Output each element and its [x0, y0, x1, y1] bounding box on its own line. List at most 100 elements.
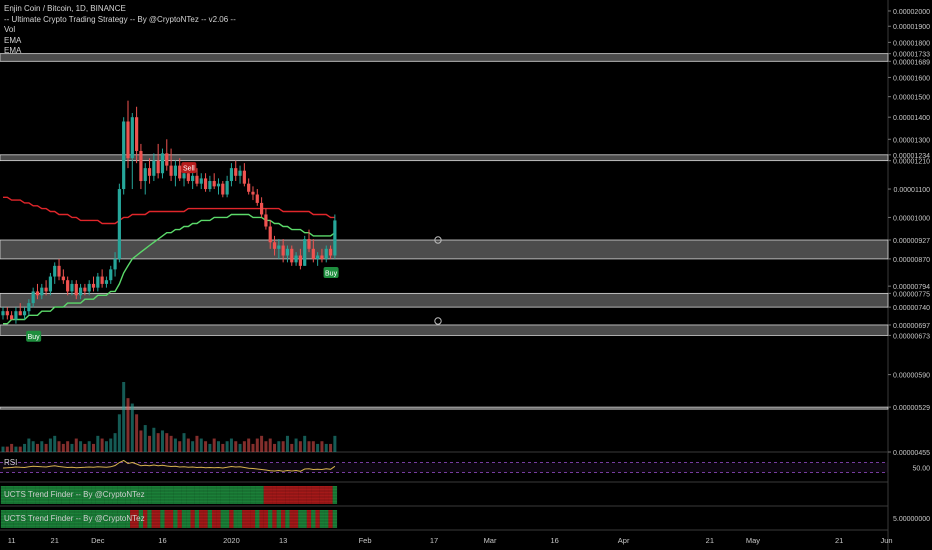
price-tick-label: 0.00000740 [893, 305, 930, 312]
volume-bar [113, 433, 117, 452]
ema-label-2[interactable]: EMA [4, 46, 22, 55]
volume-bar [238, 443, 242, 452]
signal-sell-label: Sell [183, 166, 195, 173]
candle-body [109, 269, 113, 281]
ucts-trend-2-cell [233, 510, 238, 528]
ucts-pane-label-1[interactable]: UCTS Trend Finder -- By @CryptoNTez [4, 490, 145, 499]
ucts-trend-1-cell [121, 486, 126, 504]
rsi-pane-label[interactable]: RSI [4, 458, 18, 467]
candle-body [277, 245, 281, 249]
candle-body [78, 287, 83, 296]
ucts-trend-1-cell [306, 486, 312, 504]
volume-bar [307, 441, 311, 452]
ucts-trend-2-cell [293, 510, 299, 528]
chart-legend: Enjin Coin / Bitcoin, 1D, BINANCE -- Ult… [4, 4, 236, 57]
ucts-trend-2-cell [26, 510, 32, 528]
volume-label[interactable]: Vol [4, 25, 16, 34]
price-tick-label: 0.00001234 [893, 153, 930, 160]
candle-body [178, 165, 182, 179]
signal-buy-label: Buy [325, 270, 338, 277]
candle-body [272, 242, 277, 249]
candle-body [122, 121, 126, 190]
ucts-trend-1-cell [315, 486, 320, 504]
volume-bar [329, 443, 333, 452]
ucts-trend-1-cell [233, 486, 238, 504]
symbol-title[interactable]: Enjin Coin / Bitcoin, 1D, BINANCE [4, 4, 126, 13]
candle-body [186, 173, 190, 182]
price-tick-label: 0.00000673 [893, 333, 930, 340]
price-tick-label: 0.00001733 [893, 52, 930, 59]
ucts-trend-1-cell [285, 486, 290, 504]
ucts-trend-2-cell [78, 510, 83, 528]
volume-bar [303, 435, 307, 452]
volume-bar [135, 414, 139, 452]
ucts-trend-2-cell [246, 510, 251, 528]
ucts-trend-2-cell [194, 510, 200, 528]
volume-bar [130, 403, 134, 452]
candle-body [333, 220, 337, 256]
time-tick-label: Feb [359, 536, 372, 545]
ucts-trend-1-cell [61, 486, 66, 504]
ucts-trend-1-cell [5, 486, 10, 504]
ucts-trend-2-cell [332, 510, 338, 528]
candle-body [191, 175, 195, 182]
ucts-trend-1-cell [22, 486, 27, 504]
ucts-trend-1-cell [250, 486, 256, 504]
ucts-trend-1-cell [280, 486, 286, 504]
volume-bar [74, 438, 78, 452]
candle-body [152, 160, 156, 176]
volume-bar [126, 398, 130, 452]
price-tick-label: 0.00000529 [893, 405, 930, 412]
candle-body [22, 311, 27, 316]
candle-body [74, 283, 78, 296]
ucts-pane-label-2[interactable]: UCTS Trend Finder -- By @CryptoNTez [4, 514, 145, 523]
candle-body [1, 311, 5, 316]
time-tick-label: 13 [279, 536, 287, 545]
candle-body [126, 121, 130, 159]
ucts-trend-2-cell [56, 510, 62, 528]
rsi-line [2, 459, 336, 472]
ucts-trend-2-cell [298, 510, 303, 528]
volume-bar [324, 443, 328, 452]
candle-body [5, 311, 9, 316]
ucts-trend-2-cell [306, 510, 312, 528]
ucts-trend-1-cell [181, 486, 187, 504]
strategy-label[interactable]: -- Ultimate Crypto Trading Strategy -- B… [4, 14, 236, 24]
ucts-trend-1-cell [229, 486, 234, 504]
ucts-trend-1-cell [9, 486, 14, 504]
ucts-trend-1-cell [82, 486, 88, 504]
volume-bar [217, 441, 220, 452]
ucts-trend-2-cell [91, 510, 96, 528]
candle-body [324, 248, 328, 259]
ucts-trend-2-cell [289, 510, 294, 528]
ema-label-1[interactable]: EMA [4, 35, 22, 45]
ucts-trend-1-cell [39, 486, 44, 504]
ucts-trend-2-cell [5, 510, 10, 528]
ucts-trend-1-cell [272, 486, 277, 504]
ucts-trend-2-cell [164, 510, 169, 528]
candle-body [87, 283, 91, 292]
ucts-trend-1-cell [35, 486, 40, 504]
candle-body [117, 189, 121, 259]
volume-bar [247, 438, 251, 452]
ucts-trend-2-cell [48, 510, 53, 528]
volume-bar [277, 441, 281, 452]
ucts-trend-1-cell [293, 486, 299, 504]
ucts-trend-1-cell [168, 486, 174, 504]
ucts-trend-2-cell [130, 510, 135, 528]
price-tick-label: 0.00000870 [893, 257, 930, 264]
volume-bar [117, 414, 121, 452]
volume-bar [104, 441, 108, 452]
price-tick-label: 0.00000794 [893, 284, 930, 291]
candle-body [208, 181, 212, 190]
candle-body [31, 291, 35, 304]
volume-bar [31, 441, 35, 452]
ucts-trend-1-cell [69, 486, 75, 504]
ucts-trend-1-cell [56, 486, 62, 504]
ucts-trend-1-cell [134, 486, 139, 504]
price-tick-label: 0.00001300 [893, 137, 930, 144]
ucts-trend-2-cell [319, 510, 325, 528]
ucts-trend-2-cell [263, 510, 269, 528]
volume-bar [229, 438, 233, 452]
